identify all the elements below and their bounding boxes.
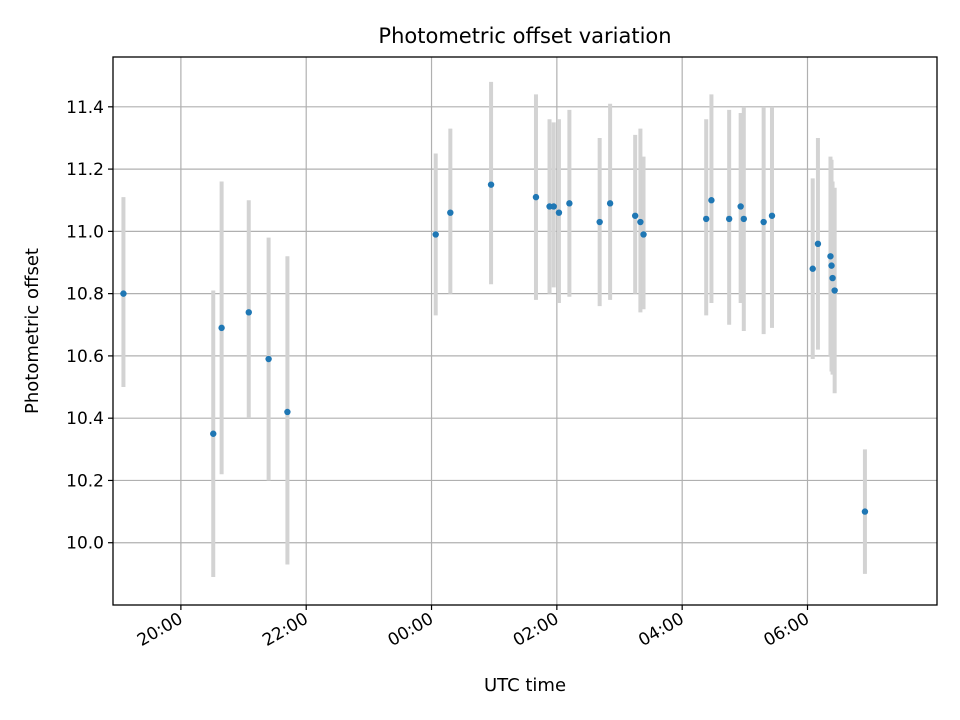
data-point (708, 197, 715, 204)
plot-frame (112, 56, 938, 606)
data-point (532, 193, 540, 201)
y-tick-label: 10.2 (66, 471, 104, 491)
data-point (218, 324, 225, 332)
data-point (566, 200, 573, 207)
data-point (284, 408, 291, 416)
data-point (740, 215, 747, 223)
data-point (120, 290, 127, 297)
y-axis-label: Photometric offset (22, 248, 43, 414)
data-point (768, 212, 776, 219)
data-point (829, 274, 836, 282)
data-point (637, 218, 644, 226)
data-point (210, 430, 217, 437)
data-point (606, 200, 614, 207)
data-point (725, 215, 733, 223)
y-axis: 10.0 10.2 10.4 10.6 10.8 11.0 11.2 11.4 (66, 98, 113, 554)
data-point (631, 212, 639, 219)
data-point (702, 215, 710, 223)
data-point (550, 203, 557, 210)
data-point (760, 218, 767, 226)
data-point (596, 218, 603, 226)
y-tick-label: 11.4 (66, 98, 104, 118)
y-tick-label: 11.2 (66, 160, 104, 180)
data-point (827, 253, 834, 260)
data-point (831, 287, 838, 294)
y-tick-label: 10.8 (66, 285, 104, 305)
data-point (737, 203, 744, 210)
x-axis-label: UTC time (484, 675, 566, 696)
data-points (120, 181, 869, 515)
chart-title: Photometric offset variation (378, 24, 671, 48)
data-point (432, 231, 439, 238)
data-point (809, 265, 816, 272)
data-point (487, 181, 495, 188)
data-point (447, 209, 454, 216)
data-point (265, 355, 272, 363)
y-tick-label: 10.6 (66, 347, 104, 367)
y-tick-label: 10.0 (66, 534, 104, 554)
data-point (828, 262, 835, 269)
data-point (814, 240, 822, 248)
y-tick-label: 10.4 (66, 409, 104, 429)
data-point (640, 231, 647, 238)
data-point (555, 209, 563, 216)
y-tick-label: 11.0 (66, 222, 104, 242)
data-point (245, 309, 252, 316)
data-point (861, 508, 869, 515)
